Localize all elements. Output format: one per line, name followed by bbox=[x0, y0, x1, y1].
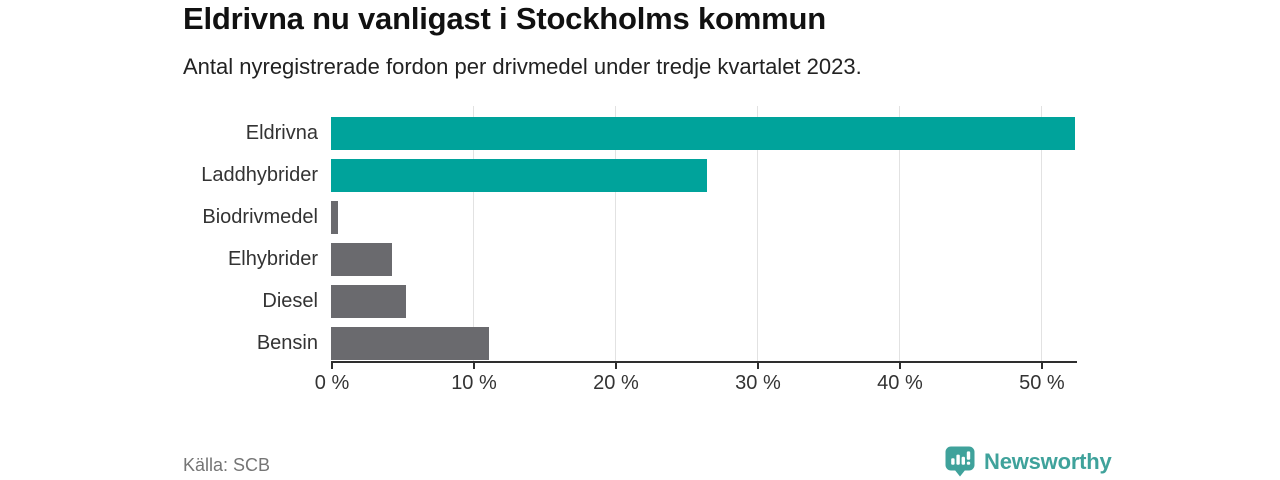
gridline-40 bbox=[898, 106, 900, 363]
category-label: Elhybrider bbox=[227, 247, 318, 270]
tick-20 bbox=[614, 363, 617, 369]
newsworthy-logo-icon bbox=[945, 446, 975, 477]
bar-track bbox=[331, 116, 1075, 150]
category-label: Diesel bbox=[262, 289, 318, 312]
gridline-50 bbox=[1040, 106, 1042, 363]
bar-track bbox=[331, 284, 1075, 318]
bar-bensin bbox=[331, 326, 489, 360]
bar-biodrivmedel bbox=[331, 200, 339, 234]
bar-row: Biodrivmedel bbox=[183, 196, 1075, 238]
plot-area: Eldrivna Laddhybrider Biodrivmedel Elhybrid… bbox=[183, 106, 1077, 394]
bar-row: Diesel bbox=[183, 280, 1075, 322]
gridline-20 bbox=[614, 106, 616, 363]
bar-row: Bensin bbox=[183, 322, 1075, 364]
tick-label-20: 20 % bbox=[593, 372, 639, 394]
bar-row: Laddhybrider bbox=[183, 154, 1075, 196]
tick-30 bbox=[756, 363, 759, 369]
bar-track bbox=[331, 200, 1075, 234]
gridline-10 bbox=[472, 106, 474, 363]
bar-track bbox=[331, 158, 1075, 192]
x-axis-line bbox=[331, 361, 1077, 363]
bar-row: Elhybrider bbox=[183, 238, 1075, 280]
tick-label-10: 10 % bbox=[451, 372, 497, 394]
bar-diesel bbox=[331, 284, 407, 318]
bar-row: Eldrivna bbox=[183, 112, 1075, 154]
category-label: Eldrivna bbox=[245, 121, 318, 144]
tick-50 bbox=[1040, 363, 1043, 369]
tick-10 bbox=[472, 363, 475, 369]
brand-lockup: Newsworthy bbox=[944, 445, 1112, 478]
source-label: Källa: SCB bbox=[183, 455, 271, 475]
bar-track bbox=[331, 326, 1075, 360]
gridlines bbox=[331, 106, 1075, 363]
bar-eldrivna bbox=[331, 116, 1075, 150]
brand-name: Newsworthy bbox=[984, 448, 1112, 474]
tick-40 bbox=[898, 363, 901, 369]
gridline-30 bbox=[756, 106, 758, 363]
tick-label-0: 0 % bbox=[314, 372, 350, 394]
bar-laddhybrider bbox=[331, 158, 708, 192]
chart-title: Eldrivna nu vanligast i Stockholms kommu… bbox=[183, 1, 826, 36]
tick-label-30: 30 % bbox=[735, 372, 781, 394]
tick-0 bbox=[331, 363, 333, 369]
bar-track bbox=[331, 242, 1075, 276]
category-label: Laddhybrider bbox=[201, 163, 318, 186]
category-label: Bensin bbox=[256, 331, 318, 354]
bar-rows: Eldrivna Laddhybrider Biodrivmedel Elhybrid… bbox=[183, 112, 1075, 364]
bar-elhybrider bbox=[331, 242, 393, 276]
tick-label-50: 50 % bbox=[1019, 372, 1065, 394]
chart-subtitle: Antal nyregistrerade fordon per drivmede… bbox=[183, 54, 862, 79]
tick-label-40: 40 % bbox=[877, 372, 923, 394]
category-label: Biodrivmedel bbox=[202, 205, 318, 228]
